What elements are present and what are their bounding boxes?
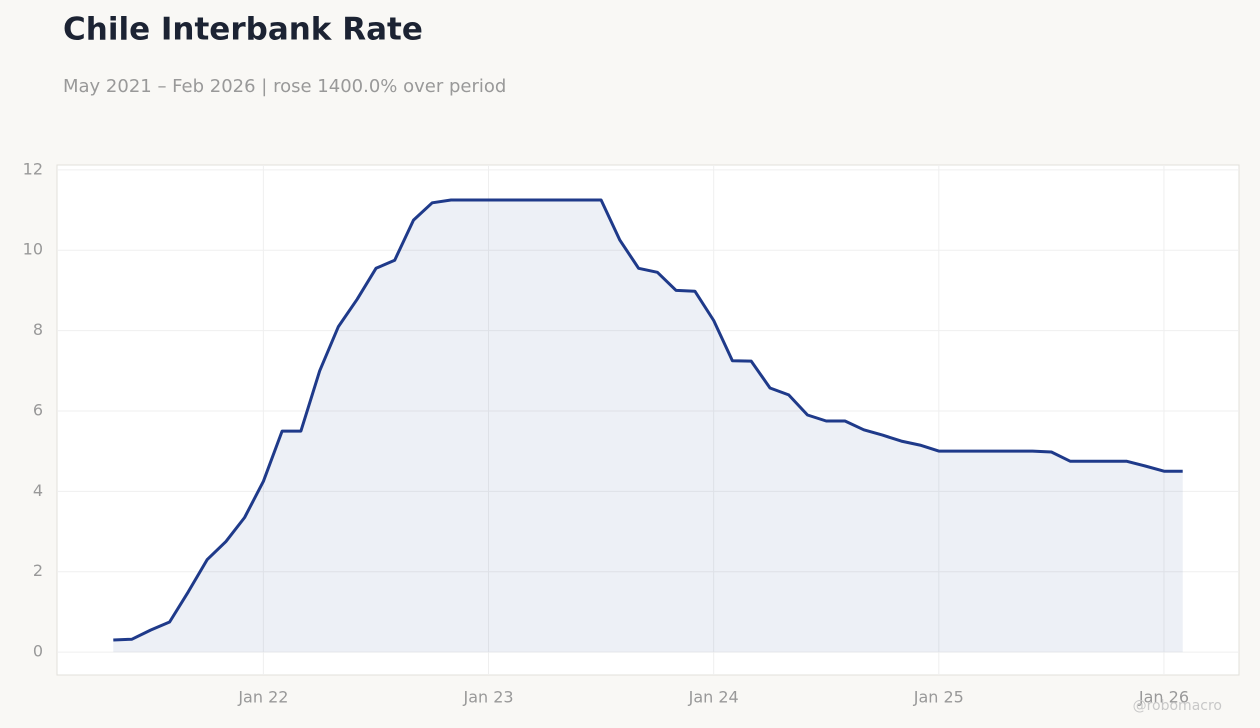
- x-tick-label: Jan 25: [913, 688, 964, 707]
- watermark: @robomacro: [1133, 698, 1222, 714]
- y-tick-label: 0: [33, 642, 43, 661]
- x-tick-label: Jan 23: [462, 688, 513, 707]
- y-tick-label: 12: [23, 159, 43, 178]
- line: [113, 198, 1183, 642]
- chart-subtitle: May 2021 – Feb 2026 | rose 1400.0% over …: [63, 76, 506, 97]
- x-tick-label: Jan 26: [1138, 688, 1189, 707]
- y-tick-label: 2: [33, 561, 43, 580]
- area: [113, 200, 1183, 653]
- x-tick-label: Jan 22: [237, 688, 288, 707]
- y-tick-label: 4: [33, 481, 43, 500]
- chart-title: Chile Interbank Rate: [63, 12, 423, 48]
- y-tick-label: 10: [23, 240, 43, 259]
- x-tick-label: Jan 24: [688, 688, 739, 707]
- y-tick-label: 6: [33, 400, 43, 419]
- y-tick-label: 8: [33, 320, 43, 339]
